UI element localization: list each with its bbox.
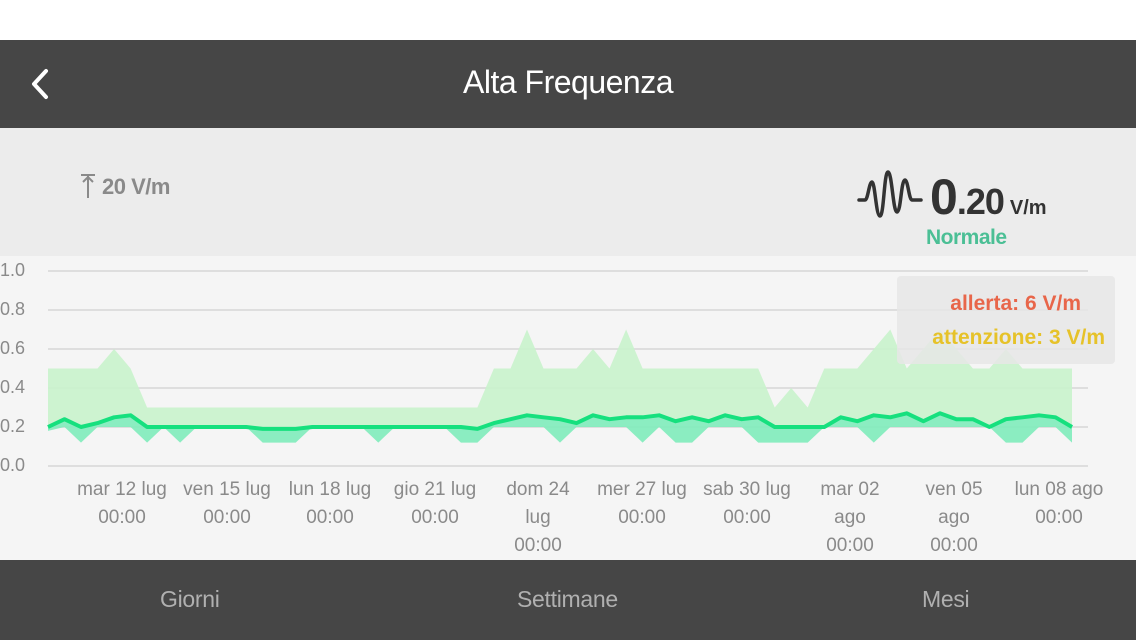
x-tick-label: gio 21 lug 00:00 xyxy=(393,479,477,528)
chevron-left-icon xyxy=(32,69,48,99)
current-reading: 0 .20 V/m xyxy=(930,168,1047,226)
reading-decimal: .20 xyxy=(956,181,1005,222)
status-label: Normale xyxy=(926,226,1007,249)
x-tick-label: dom 24 lug 00:00 xyxy=(506,479,570,556)
y-tick-label: 0.8 xyxy=(0,299,26,319)
nav-bar: Alta Frequenza xyxy=(0,40,1136,128)
x-tick-label: ven 05 ago 00:00 xyxy=(925,479,983,556)
min-range-area xyxy=(48,413,1072,443)
x-tick-label: lun 08 ago 00:00 xyxy=(1014,479,1104,528)
max-indicator: 20 V/m xyxy=(78,172,170,200)
max-range-area xyxy=(48,329,1072,429)
x-tick-label: ven 15 lug 00:00 xyxy=(183,479,271,528)
y-tick-label: 0.0 xyxy=(0,455,26,475)
back-button[interactable] xyxy=(22,64,58,104)
x-tick-label: sab 30 lug 00:00 xyxy=(703,479,791,528)
max-value: 20 V/m xyxy=(102,174,170,199)
x-tick-label: mer 27 lug 00:00 xyxy=(597,479,687,528)
tab-bar: Giorni Settimane Mesi xyxy=(0,560,1136,640)
y-tick-label: 0.6 xyxy=(0,338,26,358)
page-title: Alta Frequenza xyxy=(462,64,674,100)
x-tick-label: mar 02 ago 00:00 xyxy=(820,479,880,556)
x-tick-label: mar 12 lug 00:00 xyxy=(77,479,167,528)
tab-months[interactable]: Mesi xyxy=(922,586,970,612)
average-line xyxy=(47,411,1074,431)
max-arrow-icon xyxy=(81,174,95,198)
wave-icon xyxy=(857,170,923,218)
tab-weeks[interactable]: Settimane xyxy=(517,586,618,612)
y-tick-label: 1.0 xyxy=(0,260,26,280)
threshold-legend: allerta: 6 V/m attenzione: 3 V/m xyxy=(897,276,1115,364)
warning-threshold: attenzione: 3 V/m xyxy=(932,326,1105,349)
history-chart: 1.0 0.8 0.6 0.4 0.2 0.0 mar 12 lug 00:00 ven 15… xyxy=(0,256,1136,560)
y-tick-label: 0.4 xyxy=(0,377,26,397)
reading-integer: 0 xyxy=(930,169,958,225)
summary-panel: 20 V/m 0 .20 V/m Normale xyxy=(0,128,1136,256)
x-tick-label: lun 18 lug 00:00 xyxy=(288,479,372,528)
chart-plot xyxy=(47,270,1088,467)
alert-threshold: allerta: 6 V/m xyxy=(950,292,1081,315)
tab-days[interactable]: Giorni xyxy=(160,586,220,612)
reading-unit: V/m xyxy=(1009,197,1047,219)
y-tick-label: 0.2 xyxy=(0,416,26,436)
